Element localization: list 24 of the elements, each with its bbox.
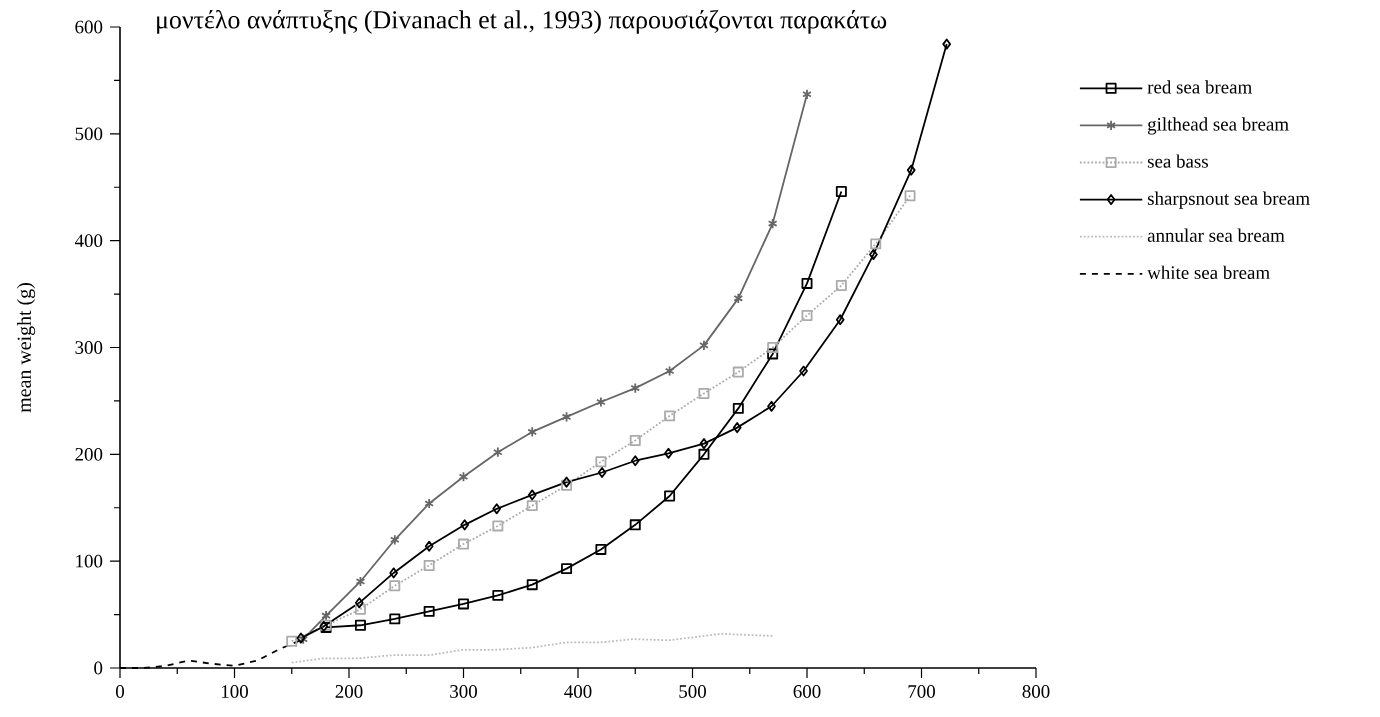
y-tick-label: 400 bbox=[74, 234, 103, 248]
x-tick-label: 600 bbox=[793, 685, 821, 698]
y-tick-label: 300 bbox=[75, 341, 103, 354]
x-tick-label: 200 bbox=[335, 685, 363, 698]
y-tick-label: 0 bbox=[94, 661, 103, 675]
legend-label: annular sea bream bbox=[1147, 228, 1285, 242]
legend-label: sharpsnout sea bream bbox=[1147, 191, 1310, 209]
x-tick-label: 300 bbox=[450, 685, 477, 698]
legend-label: gilthead sea bream bbox=[1147, 117, 1289, 135]
y-tick-label: 100 bbox=[76, 554, 103, 568]
legend-label: white sea bream bbox=[1147, 265, 1270, 280]
x-tick-label: 400 bbox=[564, 685, 592, 698]
x-tick-label: 0 bbox=[115, 685, 125, 698]
x-tick-label: 700 bbox=[908, 685, 935, 698]
y-tick-label: 200 bbox=[75, 447, 103, 461]
x-tick-label: 500 bbox=[679, 685, 706, 698]
y-tick-label: 500 bbox=[75, 127, 103, 141]
y-tick-label: 600 bbox=[75, 20, 103, 34]
x-tick-label: 800 bbox=[1022, 685, 1050, 698]
legend-label: red sea bream bbox=[1147, 80, 1252, 94]
x-tick-label: 100 bbox=[221, 685, 248, 698]
y-axis-title: mean weight (g) bbox=[16, 283, 36, 413]
legend-label: sea bass bbox=[1147, 154, 1208, 168]
chart-title: μοντέλο ανάπτυξης (Divanach et al., 1993) παρουσιάζονται παρακάτω bbox=[157, 10, 887, 34]
